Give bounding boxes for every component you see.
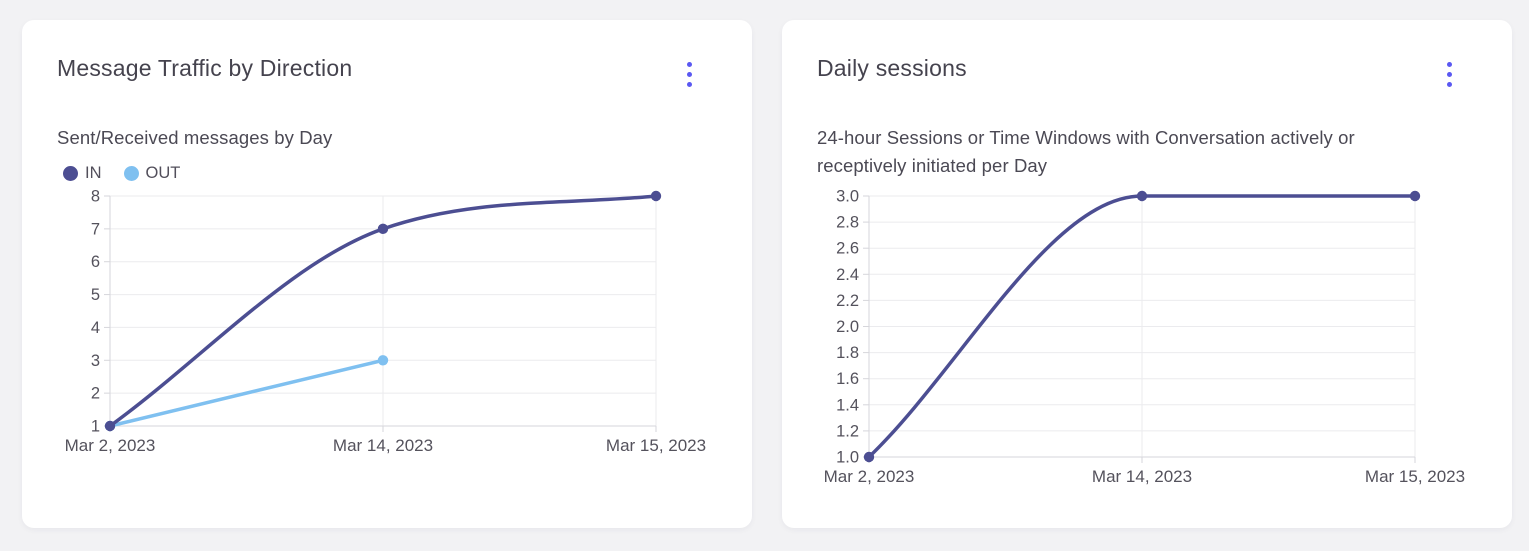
kebab-dot	[687, 72, 692, 77]
legend-dot-out-icon	[123, 165, 139, 181]
card-subtitle: Sent/Received messages by Day	[57, 127, 333, 148]
svg-text:1.2: 1.2	[836, 422, 859, 440]
svg-text:3.0: 3.0	[836, 189, 859, 206]
svg-text:Mar 15, 2023: Mar 15, 2023	[1365, 467, 1465, 486]
svg-text:1.0: 1.0	[836, 449, 859, 467]
legend-label-in: IN	[85, 163, 102, 182]
kebab-menu-icon[interactable]	[681, 57, 698, 92]
svg-text:1: 1	[91, 418, 100, 436]
svg-text:5: 5	[91, 286, 100, 304]
kebab-dot	[1447, 72, 1452, 77]
legend-item-out[interactable]: OUT	[123, 163, 181, 183]
svg-text:4: 4	[91, 319, 100, 337]
svg-text:2.6: 2.6	[836, 240, 859, 258]
svg-text:Mar 2, 2023: Mar 2, 2023	[824, 467, 915, 486]
card-message-traffic: Message Traffic by Direction Sent/Receiv…	[22, 20, 752, 528]
svg-text:2.8: 2.8	[836, 214, 859, 232]
svg-text:1.8: 1.8	[836, 344, 859, 362]
svg-text:2: 2	[91, 385, 100, 403]
svg-text:Mar 14, 2023: Mar 14, 2023	[333, 436, 433, 455]
card-header: Daily sessions	[817, 50, 1484, 92]
kebab-dot	[687, 82, 692, 87]
svg-text:2.4: 2.4	[836, 266, 859, 284]
dashboard-page: Message Traffic by Direction Sent/Receiv…	[22, 20, 1512, 528]
legend-label-out: OUT	[145, 163, 181, 182]
card-daily-sessions: Daily sessions 24-hour Sessions or Time …	[782, 20, 1512, 528]
svg-text:Mar 14, 2023: Mar 14, 2023	[1092, 467, 1192, 486]
card-title: Daily sessions	[817, 55, 967, 81]
kebab-menu-icon[interactable]	[1441, 57, 1458, 92]
kebab-dot	[1447, 82, 1452, 87]
kebab-dot	[1447, 62, 1452, 67]
svg-text:2.0: 2.0	[836, 318, 859, 336]
svg-text:Mar 2, 2023: Mar 2, 2023	[65, 436, 156, 455]
card-title: Message Traffic by Direction	[57, 55, 353, 81]
card-subtitle: 24-hour Sessions or Time Windows with Co…	[817, 127, 1355, 176]
svg-text:8: 8	[91, 189, 100, 206]
svg-text:Mar 15, 2023: Mar 15, 2023	[606, 436, 706, 455]
legend-dot-in-icon	[63, 165, 78, 181]
svg-text:6: 6	[91, 253, 100, 271]
svg-text:2.2: 2.2	[836, 292, 859, 310]
kebab-dot	[687, 62, 692, 67]
svg-text:1.6: 1.6	[836, 370, 859, 388]
legend-item-in[interactable]: IN	[63, 164, 102, 183]
card-header: Message Traffic by Direction	[57, 50, 724, 92]
svg-text:7: 7	[91, 220, 100, 238]
chart-legend: IN OUT	[63, 160, 724, 186]
svg-text:1.4: 1.4	[836, 396, 859, 414]
svg-text:3: 3	[91, 352, 100, 370]
